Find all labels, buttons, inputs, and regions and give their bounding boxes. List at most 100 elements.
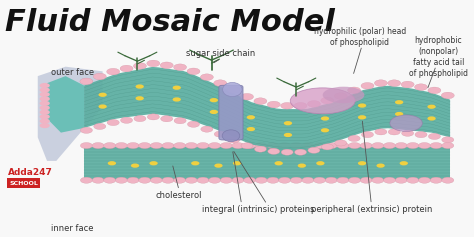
Circle shape (40, 87, 50, 93)
Circle shape (92, 142, 104, 149)
Circle shape (40, 92, 50, 97)
Circle shape (115, 142, 128, 149)
Circle shape (284, 133, 292, 137)
Circle shape (415, 84, 428, 91)
Circle shape (99, 105, 107, 109)
Circle shape (360, 177, 372, 183)
Circle shape (274, 161, 283, 165)
Circle shape (108, 161, 116, 165)
Circle shape (161, 116, 173, 122)
Circle shape (383, 177, 395, 183)
Circle shape (40, 105, 50, 110)
Circle shape (321, 116, 329, 121)
Circle shape (127, 177, 139, 183)
Circle shape (173, 64, 187, 71)
Circle shape (415, 132, 427, 138)
Circle shape (149, 161, 158, 165)
Circle shape (134, 63, 146, 69)
Circle shape (388, 80, 401, 87)
Circle shape (187, 68, 200, 75)
Circle shape (139, 177, 151, 183)
Circle shape (334, 93, 347, 99)
Text: Adda247: Adda247 (8, 168, 53, 177)
Text: SCHOOL: SCHOOL (9, 181, 38, 186)
Ellipse shape (290, 88, 355, 114)
Circle shape (337, 177, 349, 183)
Circle shape (401, 130, 414, 136)
Circle shape (321, 97, 334, 104)
Circle shape (401, 81, 414, 88)
Text: inner face: inner face (51, 223, 94, 232)
Circle shape (214, 80, 227, 87)
Circle shape (441, 92, 454, 99)
Circle shape (127, 142, 139, 149)
Circle shape (233, 161, 241, 165)
Polygon shape (42, 76, 84, 147)
Ellipse shape (323, 87, 365, 103)
Circle shape (220, 142, 232, 149)
Circle shape (347, 87, 361, 94)
Circle shape (360, 142, 372, 149)
Circle shape (383, 142, 395, 149)
Circle shape (220, 177, 232, 183)
Circle shape (227, 87, 240, 93)
Circle shape (308, 100, 320, 107)
Text: cholesterol: cholesterol (156, 191, 202, 200)
Circle shape (337, 142, 349, 149)
Circle shape (136, 96, 144, 100)
Circle shape (40, 101, 50, 106)
Circle shape (428, 133, 440, 140)
Circle shape (134, 115, 146, 122)
Circle shape (302, 142, 314, 149)
Circle shape (214, 131, 226, 137)
Circle shape (290, 177, 302, 183)
Circle shape (284, 121, 292, 125)
Text: sugar side chain: sugar side chain (186, 49, 255, 58)
Circle shape (120, 117, 133, 123)
Circle shape (279, 142, 291, 149)
Circle shape (358, 161, 366, 165)
Circle shape (147, 114, 159, 120)
Circle shape (81, 142, 92, 149)
Circle shape (442, 137, 454, 143)
Ellipse shape (223, 82, 242, 97)
Circle shape (246, 115, 255, 119)
Circle shape (407, 142, 419, 149)
Circle shape (92, 177, 104, 183)
Circle shape (240, 93, 254, 100)
Circle shape (104, 177, 116, 183)
Circle shape (162, 142, 174, 149)
Circle shape (40, 110, 50, 115)
Circle shape (290, 142, 302, 149)
Circle shape (325, 142, 337, 149)
Circle shape (201, 74, 213, 81)
Circle shape (246, 127, 255, 131)
Text: integral (intrinsic) proteins: integral (intrinsic) proteins (201, 205, 314, 214)
Circle shape (94, 123, 106, 129)
Circle shape (228, 137, 240, 143)
Circle shape (40, 123, 50, 128)
Circle shape (267, 101, 280, 108)
Circle shape (335, 140, 347, 146)
Circle shape (376, 164, 385, 168)
Circle shape (372, 177, 384, 183)
Circle shape (107, 68, 119, 75)
Text: outer face: outer face (51, 68, 94, 77)
Circle shape (201, 126, 213, 132)
Circle shape (197, 177, 209, 183)
Circle shape (162, 177, 174, 183)
Text: peripheral (extrinsic) protein: peripheral (extrinsic) protein (310, 205, 432, 214)
Circle shape (120, 65, 133, 72)
Circle shape (358, 115, 366, 119)
Circle shape (255, 142, 267, 149)
Circle shape (267, 177, 279, 183)
Circle shape (197, 142, 209, 149)
Circle shape (209, 142, 221, 149)
Circle shape (99, 93, 107, 97)
Circle shape (430, 177, 442, 183)
Circle shape (254, 98, 267, 105)
Circle shape (81, 177, 92, 183)
Circle shape (281, 149, 293, 155)
Circle shape (348, 135, 360, 141)
Circle shape (210, 98, 218, 102)
